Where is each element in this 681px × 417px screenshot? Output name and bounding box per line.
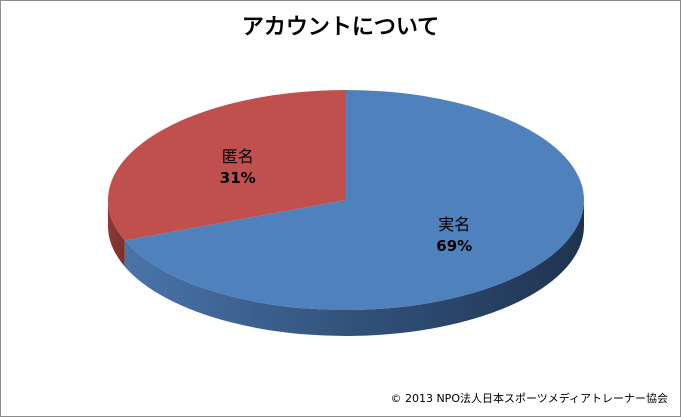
slice-percent-jitsumei: 69% [436,237,472,255]
pie-slice-jitsumei [124,90,584,310]
slice-percent-tokumei: 31% [220,169,256,187]
slice-label-jitsumei: 実名 [438,215,470,234]
slice-label-tokumei: 匿名 [222,147,254,166]
pie-side-jitsumei [124,200,584,337]
pie-side-tokumei [108,200,125,267]
copyright-text: © 2013 NPO法人日本スポーツメディアトレーナー協会 [390,392,668,405]
pie-slice-tokumei [107,89,346,241]
chart-title: アカウントについて [241,15,440,40]
